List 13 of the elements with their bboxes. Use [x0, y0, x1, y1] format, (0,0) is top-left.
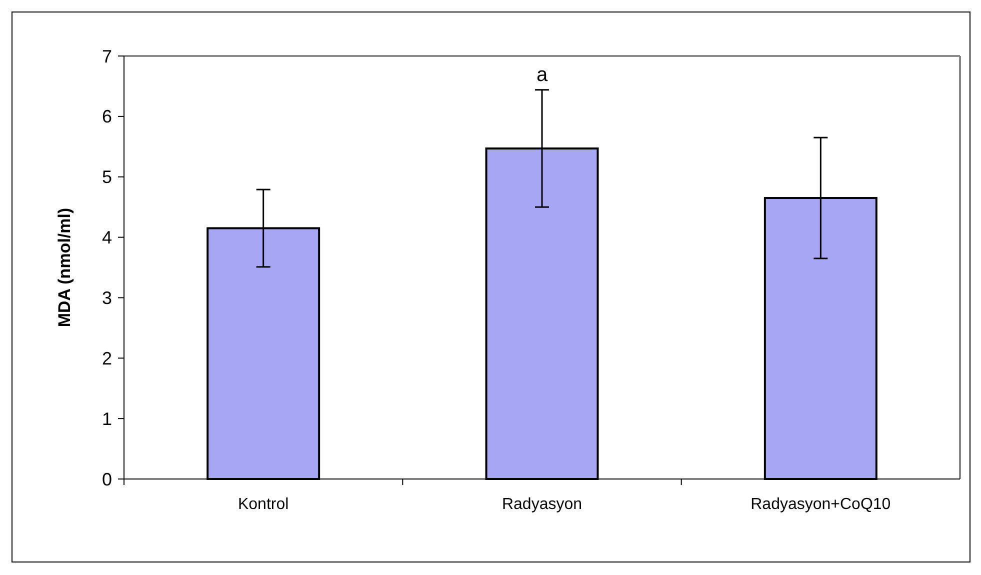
annotation: a	[536, 64, 548, 86]
y-axis-title: MDA (nmol/ml)	[55, 208, 74, 328]
y-tick-label: 4	[102, 228, 112, 248]
y-tick-label: 2	[102, 348, 112, 368]
x-tick-label: Radyasyon+CoQ10	[750, 496, 891, 513]
y-tick-label: 3	[102, 288, 112, 308]
x-tick-label: Radyasyon	[502, 496, 582, 513]
y-tick-label: 0	[102, 469, 112, 490]
y-tick-label: 7	[102, 46, 112, 66]
x-tick-label: Kontrol	[238, 496, 289, 513]
y-tick-label: 1	[102, 408, 112, 429]
y-tick-label: 5	[102, 167, 112, 188]
y-tick-label: 6	[102, 106, 112, 127]
